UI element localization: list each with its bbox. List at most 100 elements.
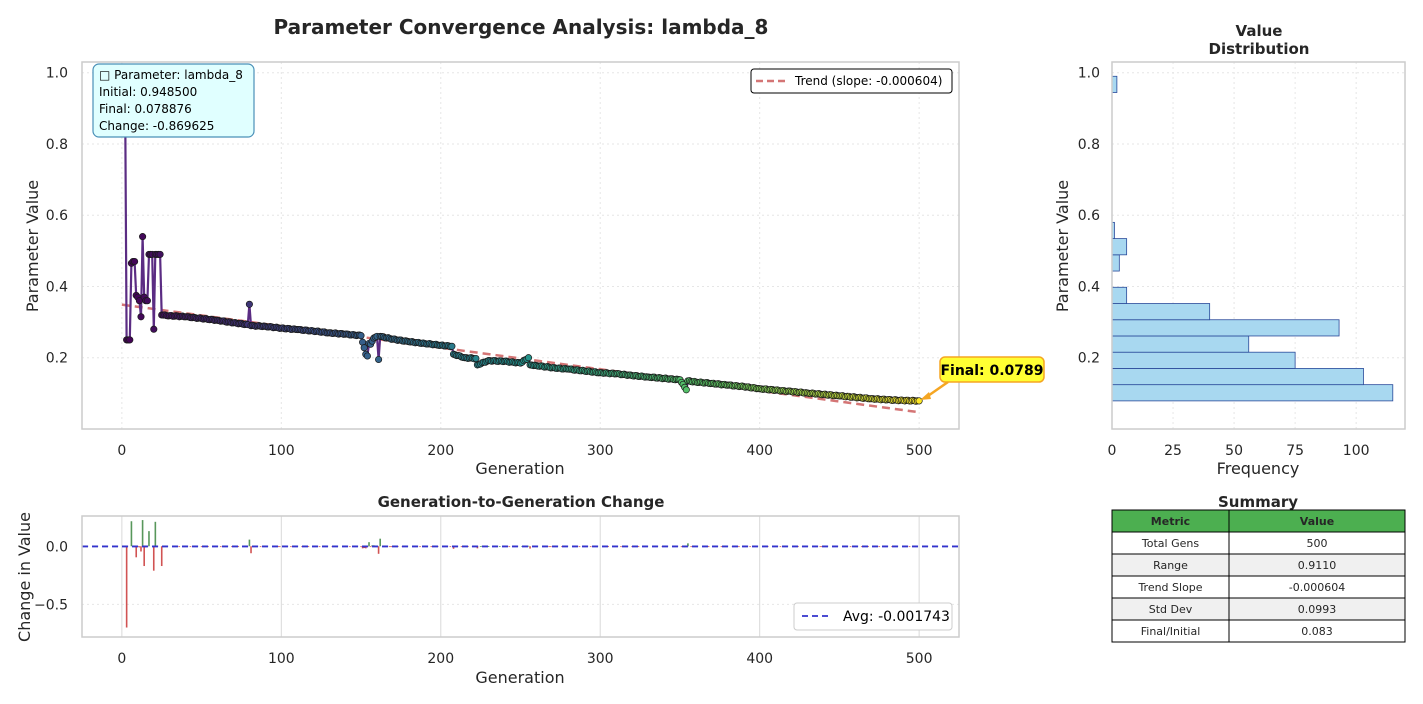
final-annotation: Final: 0.0789: [920, 356, 1045, 400]
main-xtick-label: 500: [906, 443, 933, 459]
diff-bar: [135, 546, 138, 558]
summary-cell-text: 500: [1307, 537, 1328, 550]
data-point: [139, 233, 147, 241]
final-annotation-box: [939, 356, 1045, 383]
diff-ylabel: Change in Value: [15, 512, 34, 642]
hist-ytick-label: 0.4: [1078, 279, 1100, 295]
hist-ytick-label: 0.6: [1078, 208, 1100, 224]
diff-bar: [479, 546, 482, 547]
main-legend: Trend (slope: -0.000604): [750, 68, 953, 94]
diff-bar: [388, 546, 391, 548]
hist-bar: [1111, 335, 1250, 353]
avg-legend-label: Avg: -0.001743: [843, 609, 950, 625]
diff-bar: [237, 546, 240, 548]
diff-bar: [498, 546, 501, 547]
data-point: [150, 325, 158, 333]
data-point: [137, 313, 145, 321]
data-point: [357, 332, 365, 340]
hist-xtick-label: 50: [1225, 443, 1243, 459]
summary-cell-text: Metric: [1151, 515, 1190, 528]
diff-bar: [219, 546, 222, 548]
diff-bar: [908, 546, 911, 548]
diff-bar: [130, 521, 133, 547]
summary-cell-text: Final/Initial: [1141, 625, 1201, 638]
main-xlabel: Generation: [475, 459, 564, 478]
summary-cell-text: Trend Slope: [1137, 581, 1202, 594]
diff-bar: [578, 546, 581, 548]
main-ytick-label: 0.8: [46, 137, 68, 153]
diff-bar: [377, 546, 380, 554]
diff-xtick-label: 100: [268, 651, 295, 667]
main-chart: Parameter Convergence Analysis: lambda_8…: [23, 15, 1045, 478]
main-xtick-label: 0: [117, 443, 126, 459]
data-point: [126, 336, 134, 344]
diff-bar: [154, 521, 157, 547]
hist-ytick-label: 0.8: [1078, 137, 1100, 153]
data-point: [524, 354, 533, 362]
data-point: [472, 354, 480, 363]
hist-title-line-1: Value: [1236, 22, 1283, 40]
histogram-chart: Value Distribution 0 25 50 75 100 0.2 0.4 0.6 0…: [1053, 22, 1406, 478]
diff-bar: [680, 546, 683, 548]
main-ytick-label: 0.2: [46, 351, 68, 367]
diff-bar: [278, 546, 281, 548]
diff-bar: [620, 546, 622, 548]
info-line-3: Final: 0.078876: [99, 102, 192, 116]
summary-title: Summary: [1218, 493, 1298, 511]
main-xtick-label: 300: [587, 443, 614, 459]
data-point: [375, 355, 383, 364]
summary-cell-bg: [1228, 619, 1406, 643]
diff-bar: [548, 546, 551, 548]
diff-bar: [430, 546, 433, 548]
data-point: [363, 352, 371, 360]
data-point: [682, 386, 690, 394]
main-xtick-label: 100: [268, 443, 295, 459]
hist-frame: [1111, 61, 1406, 430]
diff-bar: [449, 546, 452, 548]
diff-bar: [368, 542, 370, 547]
hist-bar: [1111, 351, 1296, 369]
data-point: [131, 257, 139, 266]
diff-legend-box: [793, 602, 953, 631]
summary-cell-text: 0.9110: [1298, 559, 1337, 572]
diff-bar: [549, 546, 552, 548]
diff-bar: [360, 546, 362, 548]
diff-bar: [231, 546, 233, 548]
hist-xtick-label: 100: [1343, 443, 1370, 459]
data-point: [448, 342, 456, 350]
data-point: [915, 397, 923, 405]
diff-bar: [607, 546, 609, 548]
hist-ytick-label: 0.2: [1078, 351, 1100, 367]
diff-bar: [369, 546, 372, 548]
main-ytick-label: 0.6: [46, 208, 68, 224]
diff-bar: [529, 546, 531, 549]
hist-bar: [1111, 384, 1394, 402]
hist-title-line-2: Distribution: [1209, 40, 1310, 58]
info-line-4: Change: -0.869625: [99, 119, 214, 133]
diff-bar: [849, 546, 852, 548]
hist-bar: [1111, 368, 1364, 386]
diff-bar: [277, 546, 279, 548]
main-ytick-label: 0.4: [46, 279, 68, 295]
summary-cell-text: -0.000604: [1289, 581, 1345, 594]
diff-bar: [860, 546, 863, 548]
data-point: [245, 300, 253, 308]
trend-legend-label: Trend (slope: -0.000604): [794, 74, 942, 88]
hist-ytick-label: 1.0: [1078, 66, 1100, 82]
diff-bar: [452, 546, 455, 549]
diff-bar: [508, 546, 511, 548]
main-ytick-label: 1.0: [46, 66, 68, 82]
diff-bar: [259, 546, 262, 548]
main-legend-box: [750, 68, 953, 94]
diff-xlabel: Generation: [475, 668, 564, 687]
diff-bar: [152, 546, 155, 571]
diff-chart: Generation-to-Generation Change 0 100 200 3…: [15, 493, 960, 687]
diff-bar: [720, 546, 723, 548]
summary-cell-text: 0.0993: [1298, 603, 1337, 616]
diff-ytick-label: 0.0: [46, 539, 68, 555]
diff-xtick-label: 400: [746, 651, 773, 667]
diff-xtick-label: 0: [117, 651, 126, 667]
diff-frame: [81, 515, 960, 638]
diff-bar: [390, 546, 393, 548]
